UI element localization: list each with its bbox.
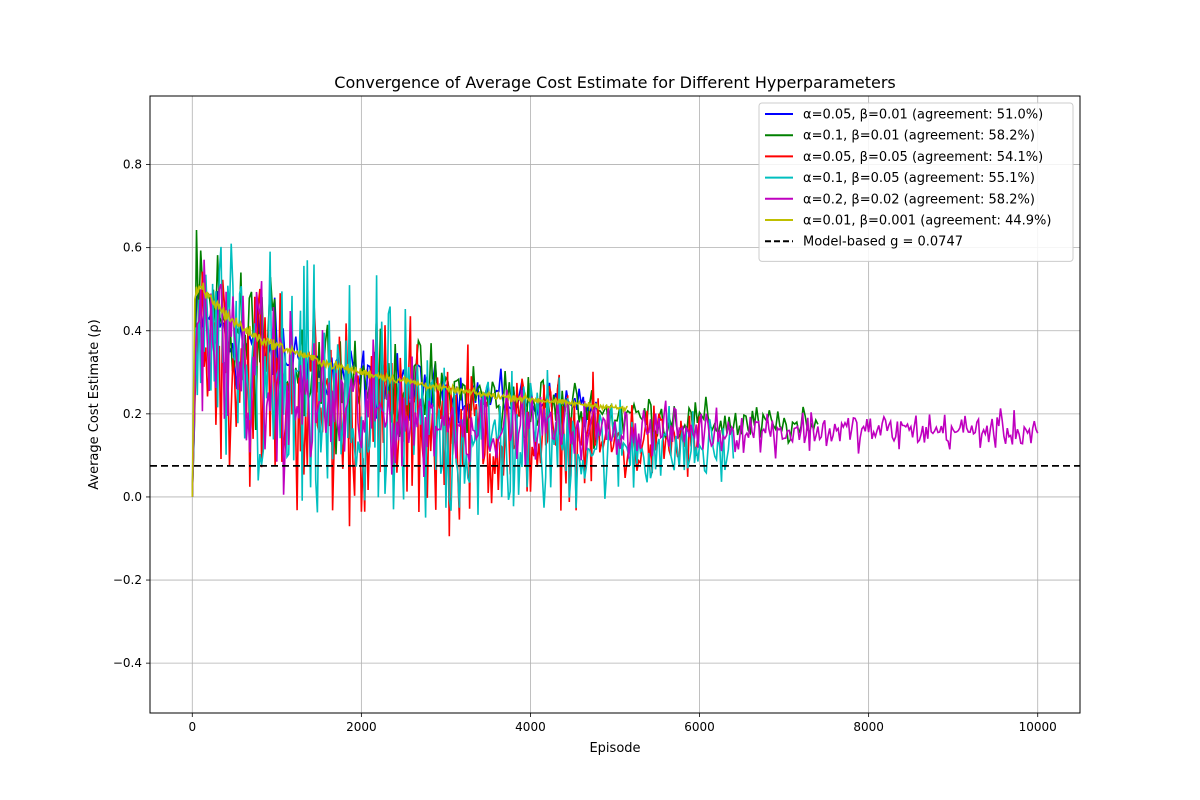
x-tick-label: 10000: [1019, 720, 1057, 734]
y-axis-label: Average Cost Estimate (ρ): [87, 319, 102, 490]
series-line-1: [191, 229, 819, 497]
legend-label: α=0.1, β=0.01 (agreement: 58.2%): [803, 129, 1035, 144]
legend-label: α=0.05, β=0.05 (agreement: 54.1%): [803, 150, 1043, 165]
y-tick-label: 0.8: [123, 158, 142, 172]
legend-label: α=0.1, β=0.05 (agreement: 55.1%): [803, 171, 1035, 186]
legend: α=0.05, β=0.01 (agreement: 51.0%) α=0.1, …: [758, 102, 1074, 262]
y-tick-label: −0.2: [113, 573, 142, 587]
y-tick-label: 0.0: [123, 490, 142, 504]
y-tick-label: −0.4: [113, 656, 142, 670]
legend-label: α=0.01, β=0.001 (agreement: 44.9%): [803, 214, 1051, 229]
y-tick-label: 0.2: [123, 407, 142, 421]
plot-area: [191, 229, 1039, 537]
axes-frame: [149, 95, 1081, 714]
chart-title: Convergence of Average Cost Estimate for…: [334, 73, 895, 92]
legend-label: α=0.05, β=0.01 (agreement: 51.0%): [803, 108, 1043, 123]
x-tick-label: 6000: [684, 720, 715, 734]
series-line-5: [191, 282, 628, 497]
y-tick-label: 0.6: [123, 241, 142, 255]
x-axis-label: Episode: [589, 741, 640, 756]
x-tick-label: 0: [188, 720, 196, 734]
series-line-4: [191, 259, 1039, 497]
legend-box: [758, 102, 1074, 262]
series-line-3: [191, 243, 735, 518]
x-axis-ticks: 0 2000 4000 6000 8000 10000: [188, 713, 1057, 734]
x-tick-label: 4000: [515, 720, 546, 734]
x-tick-label: 2000: [346, 720, 377, 734]
legend-label: Model-based g = 0.0747: [803, 235, 963, 250]
x-tick-label: 8000: [853, 720, 884, 734]
y-axis-ticks: −0.4 −0.2 0.0 0.2 0.4 0.6 0.8: [113, 158, 150, 670]
legend-label: α=0.2, β=0.02 (agreement: 58.2%): [803, 192, 1035, 207]
y-tick-label: 0.4: [123, 324, 142, 338]
